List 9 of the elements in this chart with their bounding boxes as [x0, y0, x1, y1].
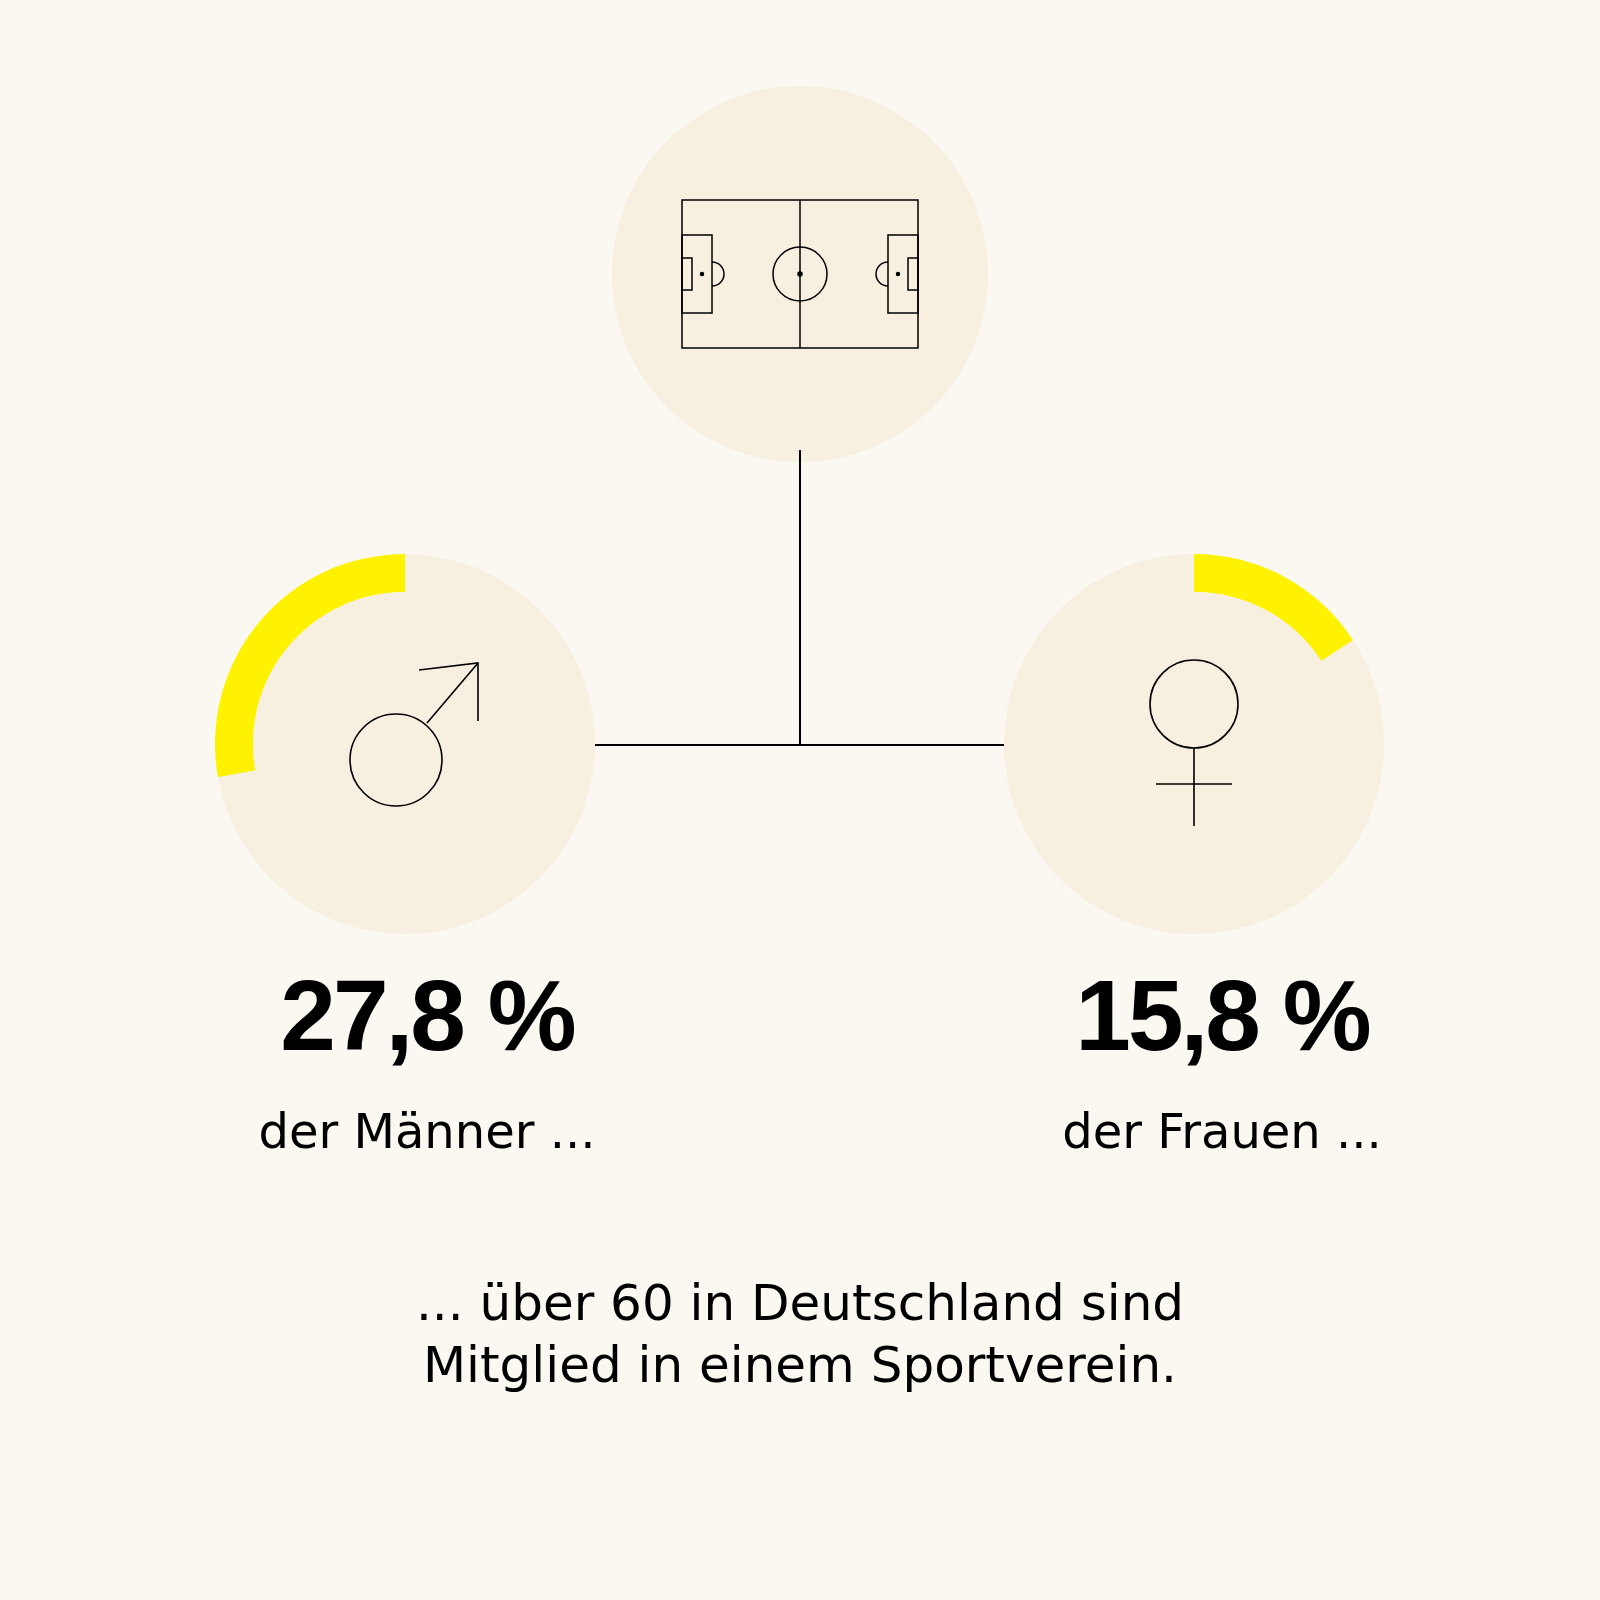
donut-slice	[1194, 554, 1354, 661]
donut-slice	[217, 554, 595, 934]
text: 15,8 %	[1075, 959, 1370, 1071]
text: der Frauen ...	[1062, 1103, 1382, 1159]
donut-slice	[1004, 554, 1384, 934]
text: der Männer ...	[258, 1103, 596, 1159]
text: 27,8 %	[280, 959, 575, 1071]
text: ... über 60 in Deutschland sind Mitglied in einem Sportverein.	[415, 1274, 1185, 1394]
donut-slice	[215, 554, 405, 778]
